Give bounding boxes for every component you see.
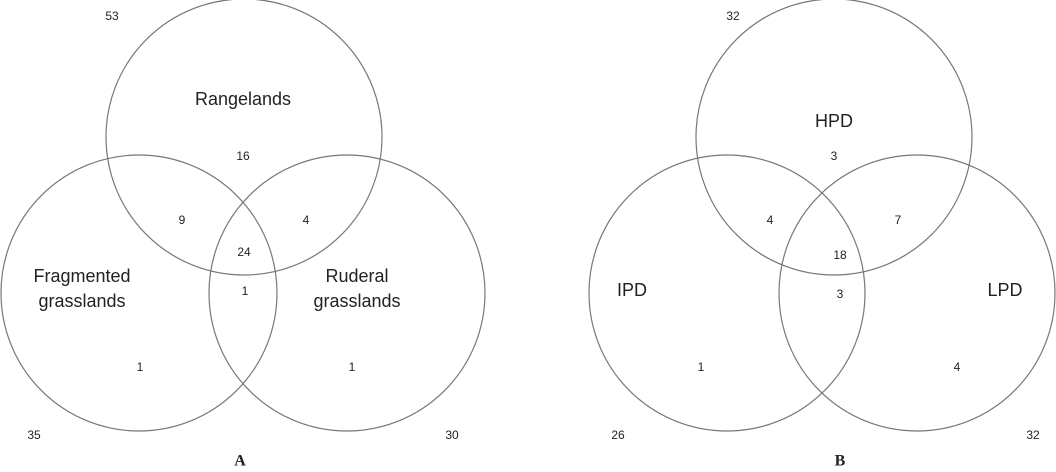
region-count: 3 [831,149,838,163]
set-name: IPD [617,280,647,300]
set-circle [0,154,278,432]
region-count: 4 [303,213,310,227]
set-total: 30 [445,428,459,442]
set-total: 35 [27,428,41,442]
panel-a: Rangelands Fragmented grasslands Ruderal… [0,0,486,470]
set-total: 32 [726,9,740,23]
set-circle [778,154,1056,432]
set-name: grasslands [313,291,400,311]
region-count: 3 [837,287,844,301]
region-count: 16 [236,149,250,163]
set-circle [105,0,383,276]
region-count: 1 [698,360,705,374]
panel-label: A [234,453,246,470]
set-total: 53 [105,9,119,23]
set-circle [695,0,973,276]
set-total: 26 [611,428,625,442]
region-count: 1 [137,360,144,374]
set-name: Fragmented [33,266,130,286]
region-count: 9 [179,213,186,227]
set-name: LPD [987,280,1022,300]
set-name: grasslands [38,291,125,311]
set-name: HPD [815,111,853,131]
region-count: 24 [237,245,251,259]
region-count: 1 [349,360,356,374]
region-count: 1 [242,284,249,298]
set-name: Rangelands [195,89,291,109]
region-count: 4 [954,360,961,374]
set-circle [208,154,486,432]
panel-label: B [835,453,846,470]
region-count: 4 [767,213,774,227]
region-count: 18 [833,248,847,262]
set-name: Ruderal [325,266,388,286]
region-count: 7 [895,213,902,227]
set-circle [588,154,866,432]
panel-b: HPD IPD LPD 32 26 32 3 4 7 18 3 1 4 B [588,0,1056,470]
set-total: 32 [1026,428,1040,442]
